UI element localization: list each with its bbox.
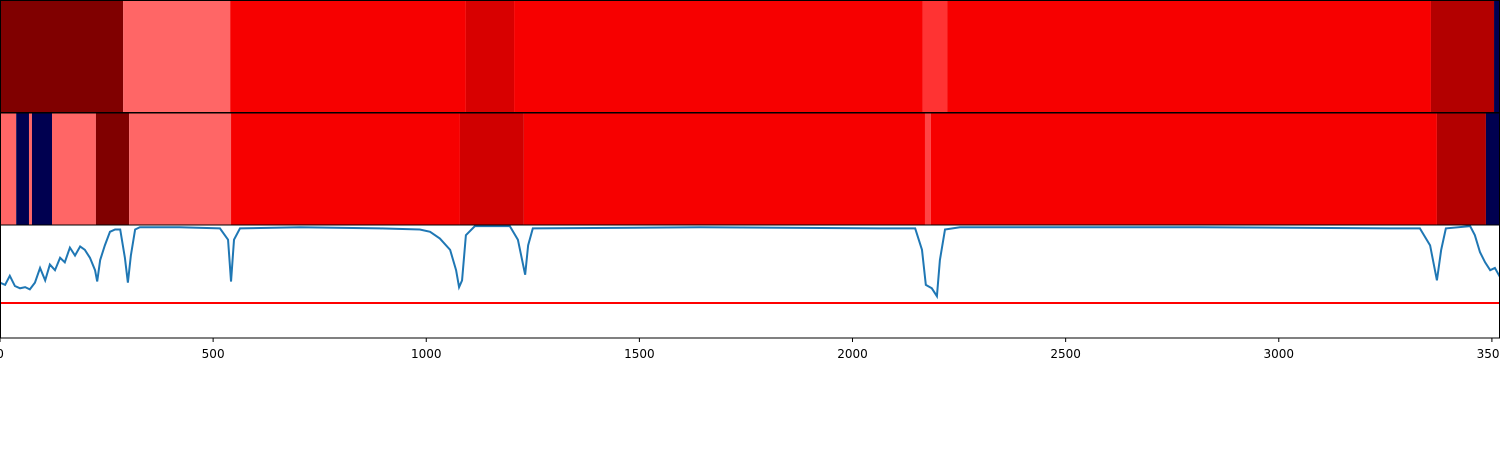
x-tick-label: 1500: [624, 347, 655, 361]
segment: [129, 113, 232, 225]
segment: [95, 113, 130, 225]
segment: [230, 0, 466, 113]
segment: [0, 0, 124, 113]
x-tick-label: 2500: [1050, 347, 1081, 361]
x-tick-label: 1000: [411, 347, 442, 361]
x-tick-label: 3500: [1477, 347, 1500, 361]
segment: [947, 0, 1431, 113]
x-tick-label: 0: [0, 347, 4, 361]
segment: [924, 113, 931, 225]
line: [0, 225, 1500, 300]
segment: [52, 113, 96, 225]
segment: [922, 0, 948, 113]
segment: [514, 0, 923, 113]
x-tick-label: 500: [202, 347, 225, 361]
segment: [1436, 113, 1486, 225]
segment: [465, 0, 515, 113]
segment: [1485, 113, 1500, 225]
segment: [523, 113, 925, 225]
segment: [28, 113, 32, 225]
segment: [0, 113, 17, 225]
segment: [1494, 0, 1500, 113]
segment: [1430, 0, 1495, 113]
x-tick-label: 2000: [837, 347, 868, 361]
segment: [231, 113, 460, 225]
panel-frame: [0, 224, 1500, 339]
segment: [459, 113, 524, 225]
segment: [16, 113, 29, 225]
segment: [930, 113, 1437, 225]
segment: [31, 113, 53, 225]
segment: [123, 0, 231, 113]
x-tick-label: 3000: [1263, 347, 1294, 361]
